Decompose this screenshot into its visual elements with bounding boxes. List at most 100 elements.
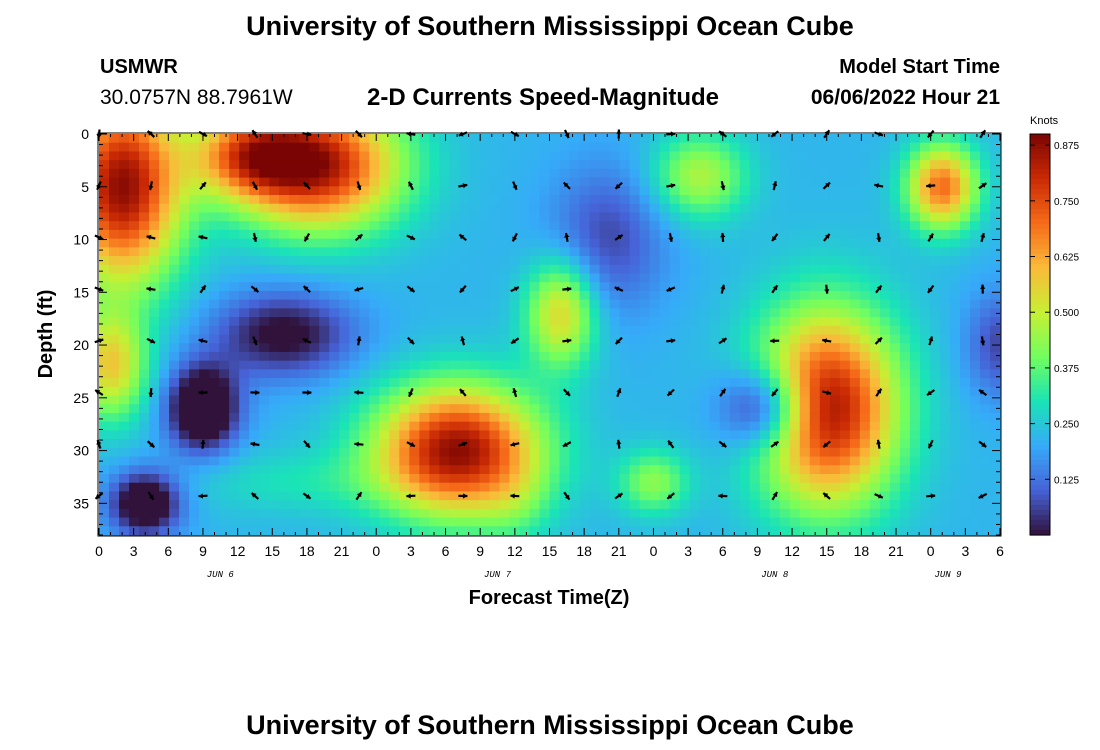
heat-cell	[329, 491, 340, 501]
heat-cell	[549, 247, 561, 257]
heat-cell	[809, 456, 821, 466]
heat-cell	[499, 412, 511, 423]
heat-cell	[839, 386, 851, 397]
heat-cell	[759, 500, 771, 510]
x-tick-label: 3	[407, 543, 415, 559]
heat-cell	[309, 177, 320, 187]
heat-cell	[799, 456, 811, 466]
arrow-head	[408, 391, 414, 397]
heat-cell	[179, 447, 190, 458]
heat-cell	[639, 430, 651, 440]
heat-cell	[849, 317, 861, 327]
current-arrow	[614, 233, 624, 241]
heat-cell	[789, 351, 801, 362]
heat-cell	[939, 247, 951, 257]
heat-cell	[649, 151, 661, 161]
heat-cell	[749, 168, 761, 179]
heat-cell	[939, 134, 951, 144]
heat-cell	[369, 334, 380, 344]
heat-cell	[149, 177, 160, 187]
heat-cell	[499, 317, 511, 327]
heat-cell	[679, 491, 691, 501]
heat-cell	[589, 238, 601, 248]
heat-cell	[669, 491, 681, 501]
heat-cell	[899, 160, 911, 170]
current-arrow	[720, 284, 726, 294]
heat-cell	[869, 439, 881, 449]
heat-cell	[229, 325, 240, 336]
arrow-head	[255, 389, 260, 396]
heat-cell	[239, 500, 250, 510]
heat-cell	[889, 203, 901, 214]
heat-cell	[439, 282, 450, 292]
heat-cell	[149, 473, 160, 484]
heat-cell	[879, 500, 891, 510]
heat-cell	[469, 500, 481, 510]
heat-cell	[109, 221, 120, 231]
heat-cell	[959, 256, 971, 266]
heat-cell	[379, 456, 390, 466]
heat-cell	[599, 212, 611, 222]
heat-cell	[399, 456, 410, 466]
heat-cell	[989, 421, 1001, 431]
heat-cell	[169, 308, 180, 318]
station-coordinates: 30.0757N 88.7961W	[100, 86, 293, 109]
arrow-head	[876, 439, 882, 445]
arrow-head	[566, 338, 572, 344]
heat-cell	[199, 238, 210, 248]
heat-cell	[519, 282, 531, 292]
heat-cell	[729, 360, 741, 370]
heat-cell	[869, 482, 881, 493]
heat-cell	[199, 473, 210, 484]
heat-cell	[399, 369, 410, 379]
heat-cell	[359, 273, 370, 283]
heat-cell	[849, 482, 861, 493]
heat-cell	[419, 369, 430, 379]
heat-cell	[549, 229, 561, 240]
heat-cell	[839, 360, 851, 370]
heat-cell	[559, 282, 571, 292]
heat-cell	[479, 229, 491, 240]
colorbar-swatch	[1030, 499, 1050, 506]
heat-cell	[799, 360, 811, 370]
heat-cell	[609, 404, 621, 414]
heat-cell	[669, 351, 681, 362]
heat-cell	[389, 343, 400, 353]
heat-cell	[739, 351, 751, 362]
heat-cell	[559, 203, 571, 214]
heat-cell	[179, 517, 190, 527]
heat-cell	[709, 439, 721, 449]
heat-cell	[869, 334, 881, 344]
arrow-head	[305, 442, 310, 448]
heat-cell	[619, 351, 631, 362]
heat-cell	[269, 168, 280, 179]
heat-cell	[509, 221, 521, 231]
heat-cell	[869, 229, 881, 240]
heat-cell	[139, 421, 150, 431]
heat-cell	[159, 325, 170, 336]
heat-cell	[589, 351, 601, 362]
heat-cell	[399, 168, 410, 179]
heat-cell	[799, 195, 811, 205]
heat-cell	[679, 256, 691, 266]
heat-cell	[189, 508, 200, 519]
heat-cell	[779, 168, 791, 179]
heat-cell	[759, 317, 771, 327]
heat-cell	[899, 134, 911, 144]
heat-cell	[749, 195, 761, 205]
heat-cell	[579, 430, 591, 440]
heat-cell	[149, 351, 160, 362]
heat-cell	[689, 247, 701, 257]
heat-cell	[679, 282, 691, 292]
arrow-head	[198, 493, 203, 499]
current-arrow	[511, 232, 518, 242]
heat-cell	[549, 282, 561, 292]
heat-cell	[109, 256, 120, 266]
heat-cell	[669, 238, 681, 248]
heat-cell	[879, 299, 891, 309]
heat-cell	[919, 334, 931, 344]
heat-cell	[149, 325, 160, 336]
heat-cell	[299, 264, 310, 275]
heat-cell	[269, 360, 280, 370]
heat-cell	[339, 430, 350, 440]
